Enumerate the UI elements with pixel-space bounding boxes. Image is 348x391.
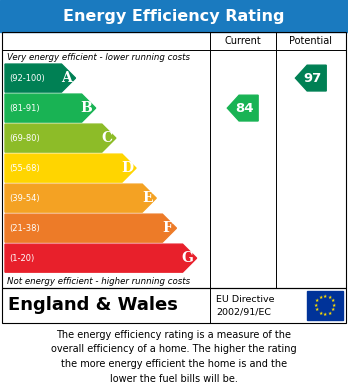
Polygon shape xyxy=(227,95,258,121)
Bar xyxy=(307,291,343,319)
Text: England & Wales: England & Wales xyxy=(8,296,178,314)
Text: ★: ★ xyxy=(318,311,323,316)
Text: C: C xyxy=(101,131,112,145)
Text: ★: ★ xyxy=(314,303,318,308)
Text: Current: Current xyxy=(224,36,261,46)
Text: ★: ★ xyxy=(315,298,319,303)
Text: ★: ★ xyxy=(332,303,336,308)
Bar xyxy=(2,288,346,323)
Text: ★: ★ xyxy=(323,312,327,317)
Polygon shape xyxy=(5,184,156,212)
Polygon shape xyxy=(5,214,176,242)
Text: F: F xyxy=(163,221,172,235)
Bar xyxy=(0,0,348,32)
Text: (39-54): (39-54) xyxy=(9,194,40,203)
Polygon shape xyxy=(5,94,96,122)
Text: Not energy efficient - higher running costs: Not energy efficient - higher running co… xyxy=(7,277,190,286)
Text: Very energy efficient - lower running costs: Very energy efficient - lower running co… xyxy=(7,52,190,61)
Polygon shape xyxy=(5,124,116,152)
Polygon shape xyxy=(5,244,197,272)
Text: (21-38): (21-38) xyxy=(9,224,40,233)
Bar xyxy=(2,32,346,288)
Text: (55-68): (55-68) xyxy=(9,163,40,172)
Text: G: G xyxy=(182,251,193,265)
Text: 97: 97 xyxy=(303,72,322,84)
Text: D: D xyxy=(121,161,133,175)
Text: E: E xyxy=(142,191,152,205)
Text: ★: ★ xyxy=(331,307,335,312)
Text: (92-100): (92-100) xyxy=(9,74,45,83)
Text: ★: ★ xyxy=(318,295,323,300)
Text: ★: ★ xyxy=(331,298,335,303)
Text: Energy Efficiency Rating: Energy Efficiency Rating xyxy=(63,9,285,23)
Text: (1-20): (1-20) xyxy=(9,254,34,263)
Text: 84: 84 xyxy=(235,102,254,115)
Polygon shape xyxy=(295,65,326,91)
Text: Potential: Potential xyxy=(289,36,332,46)
Text: EU Directive
2002/91/EC: EU Directive 2002/91/EC xyxy=(216,295,274,316)
Text: A: A xyxy=(61,71,72,85)
Text: ★: ★ xyxy=(327,311,332,316)
Text: ★: ★ xyxy=(323,294,327,299)
Text: B: B xyxy=(81,101,93,115)
Text: (81-91): (81-91) xyxy=(9,104,40,113)
Text: ★: ★ xyxy=(315,307,319,312)
Text: The energy efficiency rating is a measure of the
overall efficiency of a home. T: The energy efficiency rating is a measur… xyxy=(51,330,297,384)
Text: ★: ★ xyxy=(327,295,332,300)
Text: (69-80): (69-80) xyxy=(9,134,40,143)
Polygon shape xyxy=(5,64,76,92)
Polygon shape xyxy=(5,154,136,182)
